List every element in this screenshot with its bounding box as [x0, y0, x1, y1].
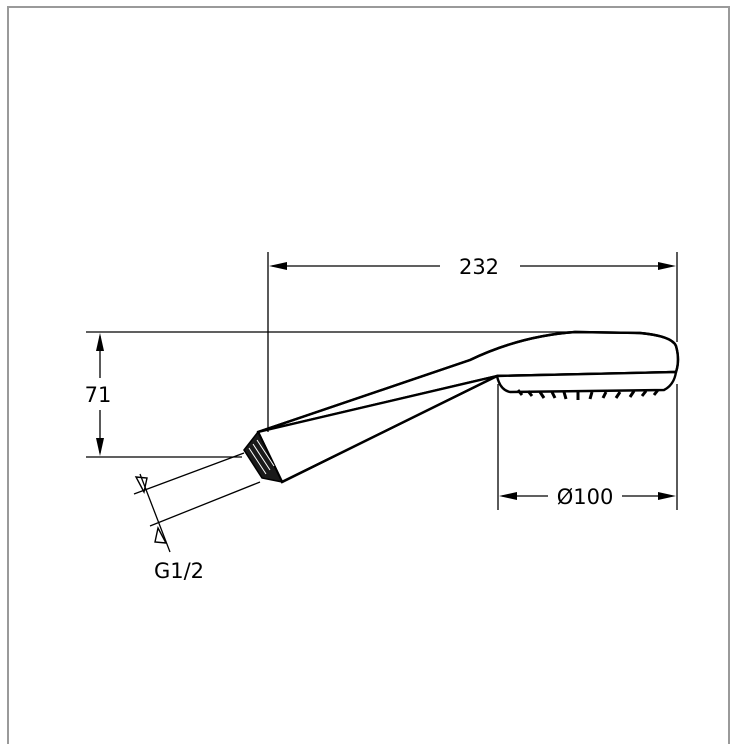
dimension-thread: G1/2 — [133, 452, 261, 583]
arrow-right-icon — [658, 262, 676, 270]
spray-nozzles — [516, 389, 660, 400]
dimension-height: 71 — [85, 331, 572, 458]
arrow-up-icon — [96, 333, 104, 351]
hand-shower-body — [256, 330, 680, 484]
arrow-down-icon — [134, 476, 148, 495]
arrow-right-icon — [658, 492, 676, 500]
arrow-left-icon — [499, 492, 517, 500]
dimension-diameter: Ø100 — [497, 384, 678, 510]
dimension-diameter-label: Ø100 — [557, 485, 614, 509]
arrow-left-icon — [269, 262, 287, 270]
shower-head-face — [495, 370, 678, 400]
dimension-length: 232 — [267, 252, 678, 432]
dimension-height-label: 71 — [85, 383, 112, 407]
dimension-length-label: 232 — [459, 255, 499, 279]
thread-connector — [243, 430, 284, 484]
dimension-thread-label: G1/2 — [154, 559, 204, 583]
arrow-up-icon — [154, 525, 168, 544]
arrow-down-icon — [96, 438, 104, 456]
